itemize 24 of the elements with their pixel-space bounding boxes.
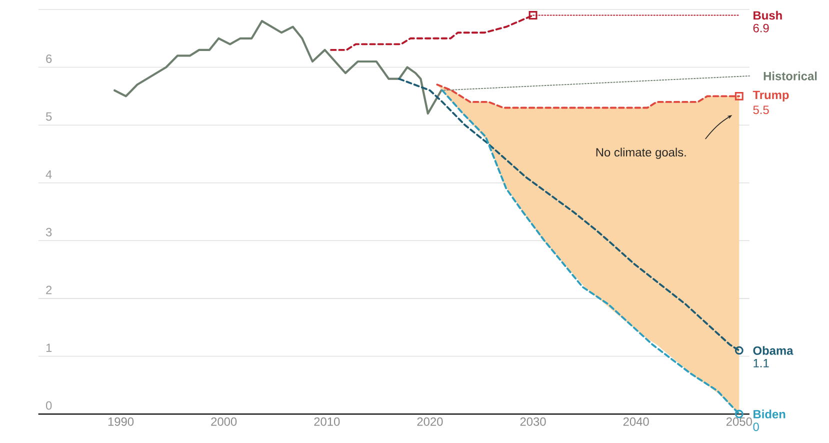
series-label: Trump [752,90,789,102]
series-label: Bush [754,10,782,20]
series-label: Obama [753,346,794,355]
y-tick-label: 4 [46,170,52,179]
data-label: 1.1 [754,359,769,368]
x-tick-label: 2030 [520,418,546,426]
y-tick-label: 6 [46,54,52,64]
y-tick-label: 0 [46,401,52,410]
x-tick-label: 2050 [726,418,752,426]
data-label: 6.9 [753,24,769,32]
series-label: Biden [754,410,786,419]
x-tick-label: 1990 [108,418,134,426]
x-tick-label: 2020 [417,418,443,426]
series-label: Historical [764,72,817,80]
y-tick-label: 3 [46,228,52,236]
annotation: No climate goals. [596,148,686,160]
x-tick-label: 2040 [623,418,649,426]
y-tick-label: 1 [46,344,52,352]
y-tick-label: 2 [46,286,52,294]
y-tick-label: 5 [46,112,52,121]
x-tick-label: 2010 [314,418,340,426]
data-label: 0 [753,422,759,432]
data-label: 5.5 [753,106,769,114]
x-tick-label: 2000 [211,418,237,426]
